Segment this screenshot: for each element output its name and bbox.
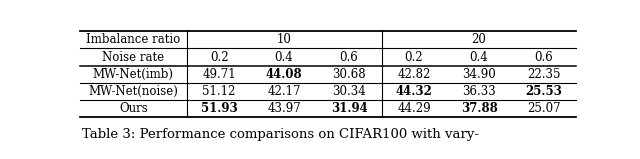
Text: 0.2: 0.2: [210, 51, 228, 64]
Text: 0.6: 0.6: [340, 51, 358, 64]
Text: 51.12: 51.12: [202, 85, 236, 98]
Text: Table 3: Performance comparisons on CIFAR100 with vary-: Table 3: Performance comparisons on CIFA…: [83, 128, 479, 141]
Text: 25.53: 25.53: [525, 85, 563, 98]
Text: 51.93: 51.93: [201, 102, 237, 115]
Text: 44.29: 44.29: [397, 102, 431, 115]
Text: 0.6: 0.6: [534, 51, 554, 64]
Text: 31.94: 31.94: [331, 102, 367, 115]
Text: Ours: Ours: [119, 102, 148, 115]
Text: 42.17: 42.17: [268, 85, 301, 98]
Text: 20: 20: [472, 33, 486, 46]
Text: 0.4: 0.4: [275, 51, 294, 64]
Text: 30.34: 30.34: [332, 85, 366, 98]
Text: 22.35: 22.35: [527, 68, 561, 81]
Text: MW-Net(noise): MW-Net(noise): [88, 85, 179, 98]
Text: 42.82: 42.82: [397, 68, 431, 81]
Text: 49.71: 49.71: [202, 68, 236, 81]
Text: Noise rate: Noise rate: [102, 51, 164, 64]
Text: 0.4: 0.4: [470, 51, 488, 64]
Text: 30.68: 30.68: [332, 68, 366, 81]
Text: 0.2: 0.2: [404, 51, 424, 64]
Text: 44.32: 44.32: [396, 85, 433, 98]
Text: 43.97: 43.97: [268, 102, 301, 115]
Text: Imbalance ratio: Imbalance ratio: [86, 33, 180, 46]
Text: 37.88: 37.88: [461, 102, 497, 115]
Text: 44.08: 44.08: [266, 68, 303, 81]
Text: 25.07: 25.07: [527, 102, 561, 115]
Text: 36.33: 36.33: [462, 85, 496, 98]
Text: 34.90: 34.90: [462, 68, 496, 81]
Text: MW-Net(imb): MW-Net(imb): [93, 68, 174, 81]
Text: 10: 10: [276, 33, 292, 46]
